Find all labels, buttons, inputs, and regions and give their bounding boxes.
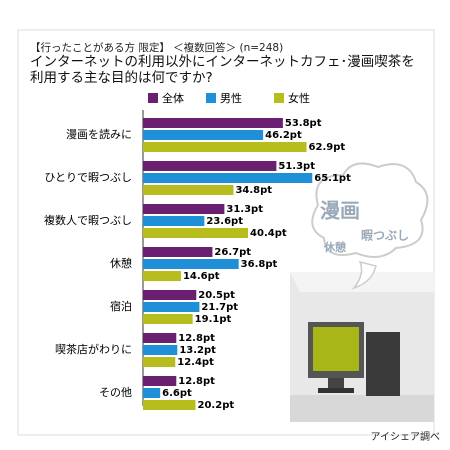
value-label: 20.2pt xyxy=(198,400,235,411)
bar xyxy=(143,302,200,312)
bar xyxy=(143,130,264,140)
bar xyxy=(143,290,197,300)
value-label: 31.3pt xyxy=(226,204,263,215)
bar xyxy=(143,185,234,195)
legend-swatch xyxy=(206,93,216,103)
value-label: 26.7pt xyxy=(214,247,251,258)
bar xyxy=(143,357,176,367)
category-label: その他 xyxy=(99,386,132,399)
illustration-text: 漫画 xyxy=(320,199,360,223)
value-label: 40.4pt xyxy=(250,228,287,239)
chart-title: インターネットの利用以外にインターネットカフェ･漫画喫茶を利用する主な目的は何で… xyxy=(30,54,415,86)
value-label: 53.8pt xyxy=(285,118,322,129)
bar xyxy=(143,216,205,226)
value-label: 14.6pt xyxy=(183,271,220,282)
illustration: 漫画 暇つぶし 休憩 xyxy=(290,162,434,422)
value-label: 13.2pt xyxy=(179,345,216,356)
value-label: 12.8pt xyxy=(178,333,215,344)
illustration-text: 暇つぶし xyxy=(361,229,409,243)
value-label: 6.6pt xyxy=(162,388,192,399)
bar xyxy=(143,247,213,257)
value-label: 12.4pt xyxy=(177,357,214,368)
bar xyxy=(143,400,196,410)
category-label: 複数人で暇つぶし xyxy=(44,213,132,227)
category-label: 宿泊 xyxy=(110,299,132,313)
category-label: 喫茶店がわりに xyxy=(55,342,132,356)
value-label: 19.1pt xyxy=(195,314,232,325)
legend-label: 男性 xyxy=(220,91,242,105)
value-label: 12.8pt xyxy=(178,376,215,387)
frame xyxy=(17,29,435,436)
source: アイシェア調べ xyxy=(371,430,441,443)
value-label: 65.1pt xyxy=(314,173,351,184)
value-label: 21.7pt xyxy=(201,302,238,313)
bar xyxy=(143,345,178,355)
value-label: 23.6pt xyxy=(206,216,243,227)
bar xyxy=(143,118,283,128)
legend-label: 全体 xyxy=(162,91,184,105)
value-label: 51.3pt xyxy=(278,161,315,172)
bar xyxy=(143,376,177,386)
bar xyxy=(143,142,307,152)
legend-swatch xyxy=(148,93,158,103)
bar xyxy=(143,161,277,171)
bar xyxy=(143,271,181,281)
bar xyxy=(143,388,161,398)
category-label: 休憩 xyxy=(110,256,132,270)
category-label: ひとりで暇つぶし xyxy=(44,171,132,184)
illustration-text: 休憩 xyxy=(323,240,346,254)
bar xyxy=(143,333,177,343)
bar xyxy=(143,204,225,214)
value-label: 20.5pt xyxy=(198,290,235,301)
category-label: 漫画を読みに xyxy=(66,127,132,141)
value-label: 46.2pt xyxy=(265,130,302,141)
bar xyxy=(143,173,313,183)
bar xyxy=(143,259,239,269)
bar xyxy=(143,314,193,324)
legend-label: 女性 xyxy=(288,91,310,105)
legend-swatch xyxy=(274,93,284,103)
value-label: 34.8pt xyxy=(235,185,272,196)
bar xyxy=(143,228,249,238)
subtitle: 【行ったことがある方 限定】 ＜複数回答＞ (n=248) xyxy=(30,42,284,54)
value-label: 62.9pt xyxy=(309,142,346,153)
value-label: 36.8pt xyxy=(241,259,278,270)
